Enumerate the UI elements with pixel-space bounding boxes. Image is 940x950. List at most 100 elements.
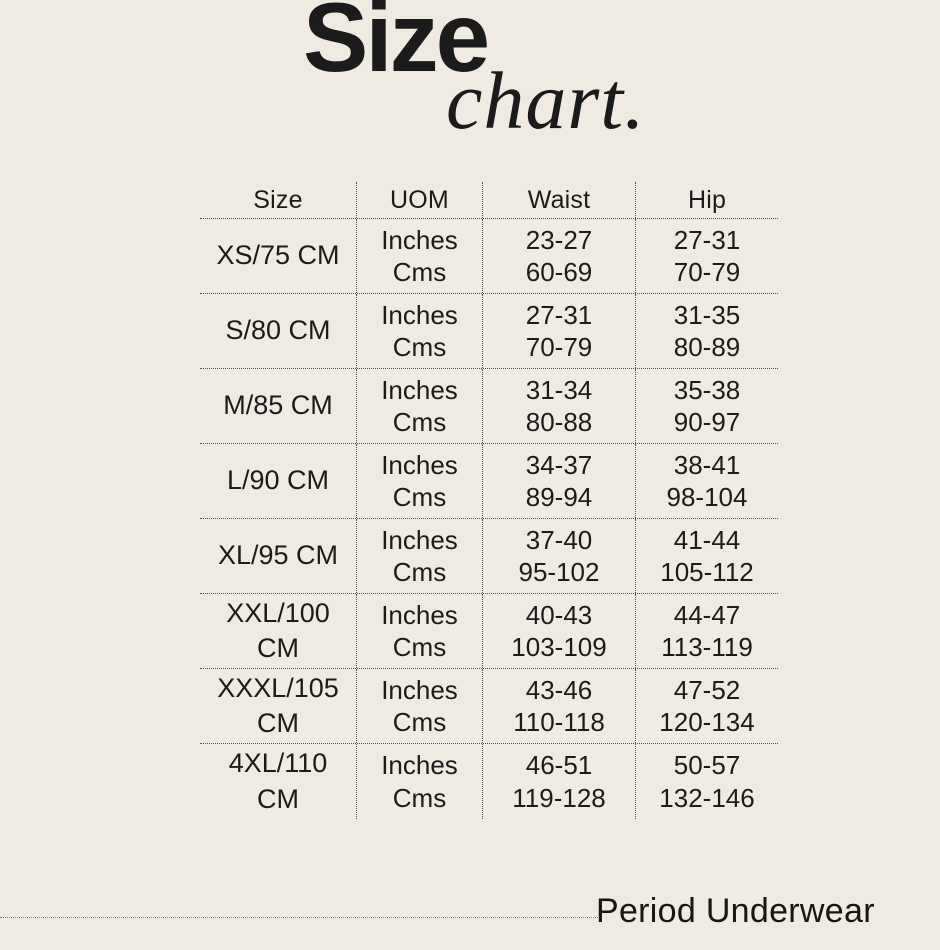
hip-inches: 35-38 (673, 374, 741, 405)
hip-inches: 41-44 (673, 524, 741, 555)
uom-cell: Inches Cms (356, 519, 482, 593)
page-title-script: chart. (446, 55, 646, 146)
hip-cell: 47-52 120-134 (635, 669, 778, 743)
table-row: 4XL/110 CM Inches Cms 46-51 119-128 50-5… (200, 744, 778, 819)
hip-cell: 35-38 90-97 (635, 369, 778, 443)
hip-cms: 70-79 (673, 257, 741, 287)
hip-cell: 41-44 105-112 (635, 519, 778, 593)
uom-cms: Cms (392, 782, 447, 813)
hip-cms: 120-134 (659, 707, 755, 737)
uom-cell: Inches Cms (356, 669, 482, 743)
uom-inches: Inches (381, 524, 458, 555)
waist-cell: 34-37 89-94 (482, 444, 635, 518)
waist-inches: 34-37 (525, 449, 593, 480)
waist-cell: 31-34 80-88 (482, 369, 635, 443)
uom-cell: Inches Cms (356, 219, 482, 293)
hip-cell: 31-35 80-89 (635, 294, 778, 368)
waist-cms: 80-88 (525, 407, 593, 437)
hip-cms: 105-112 (660, 557, 754, 587)
uom-inches: Inches (381, 750, 458, 781)
waist-cell: 37-40 95-102 (482, 519, 635, 593)
table-header-row: Size UOM Waist Hip (200, 182, 778, 219)
hip-cell: 27-31 70-79 (635, 219, 778, 293)
table-row: XL/95 CM Inches Cms 37-40 95-102 41-44 1… (200, 519, 778, 594)
uom-cms: Cms (392, 632, 447, 662)
waist-cell: 40-43 103-109 (482, 594, 635, 668)
hip-cell: 44-47 113-119 (635, 594, 778, 668)
table-row: XXL/100 CM Inches Cms 40-43 103-109 44-4… (200, 594, 778, 669)
waist-cell: 23-27 60-69 (482, 219, 635, 293)
uom-cms: Cms (392, 557, 447, 587)
hip-cell: 50-57 132-146 (635, 744, 778, 819)
page-title-main: Size (303, 0, 490, 92)
waist-cms: 89-94 (525, 482, 593, 512)
waist-inches: 46-51 (525, 750, 593, 781)
hip-cms: 98-104 (666, 482, 748, 512)
size-cell: 4XL/110 CM (228, 748, 328, 814)
table-row: XXXL/105 CM Inches Cms 43-46 110-118 47-… (200, 669, 778, 744)
hip-cms: 113-119 (661, 632, 753, 662)
uom-inches: Inches (381, 674, 458, 705)
hip-inches: 44-47 (673, 599, 741, 630)
hip-inches: 47-52 (673, 674, 741, 705)
uom-cms: Cms (392, 707, 447, 737)
waist-inches: 27-31 (525, 299, 593, 330)
table-body: XS/75 CM Inches Cms 23-27 60-69 27-31 70… (200, 219, 778, 819)
waist-cell: 46-51 119-128 (482, 744, 635, 819)
table-row: XS/75 CM Inches Cms 23-27 60-69 27-31 70… (200, 219, 778, 294)
size-chart-table: Size UOM Waist Hip XS/75 CM Inches Cms 2… (200, 182, 778, 819)
waist-cms: 70-79 (525, 332, 593, 362)
uom-cms: Cms (392, 332, 447, 362)
table-row: S/80 CM Inches Cms 27-31 70-79 31-35 80-… (200, 294, 778, 369)
table-row: M/85 CM Inches Cms 31-34 80-88 35-38 90-… (200, 369, 778, 444)
waist-cms: 103-109 (511, 632, 607, 662)
uom-cell: Inches Cms (356, 369, 482, 443)
hip-cms: 80-89 (673, 332, 741, 362)
uom-inches: Inches (381, 224, 458, 255)
uom-cms: Cms (392, 257, 447, 287)
size-cell: M/85 CM (223, 390, 333, 421)
hip-cell: 38-41 98-104 (635, 444, 778, 518)
size-cell: XXXL/105 CM (217, 672, 339, 738)
waist-cms: 95-102 (518, 557, 600, 587)
size-cell: S/80 CM (225, 315, 331, 346)
waist-inches: 43-46 (525, 674, 593, 705)
header-cell-size: Size (253, 185, 303, 214)
hip-inches: 50-57 (673, 750, 741, 781)
footer-rule (0, 917, 598, 918)
table-row: L/90 CM Inches Cms 34-37 89-94 38-41 98-… (200, 444, 778, 519)
uom-cell: Inches Cms (356, 594, 482, 668)
waist-cms: 60-69 (525, 257, 593, 287)
waist-inches: 31-34 (525, 374, 593, 405)
footer-product-label: Period Underwear (596, 892, 875, 930)
uom-cell: Inches Cms (356, 744, 482, 819)
uom-cell: Inches Cms (356, 294, 482, 368)
uom-inches: Inches (381, 449, 458, 480)
size-cell: L/90 CM (226, 465, 330, 496)
hip-inches: 31-35 (673, 299, 741, 330)
uom-cell: Inches Cms (356, 444, 482, 518)
uom-inches: Inches (381, 374, 458, 405)
hip-inches: 27-31 (673, 224, 741, 255)
header-cell-uom: UOM (356, 182, 482, 218)
header-cell-waist: Waist (482, 182, 635, 218)
waist-cell: 43-46 110-118 (482, 669, 635, 743)
header-cell-hip: Hip (635, 182, 778, 218)
waist-cms: 110-118 (513, 707, 605, 737)
hip-inches: 38-41 (673, 449, 741, 480)
size-cell: XXL/100 CM (226, 597, 330, 663)
size-cell: XS/75 CM (216, 240, 340, 271)
hip-cms: 132-146 (659, 782, 755, 813)
uom-inches: Inches (381, 299, 458, 330)
uom-cms: Cms (392, 482, 447, 512)
waist-cms: 119-128 (512, 782, 606, 813)
waist-cell: 27-31 70-79 (482, 294, 635, 368)
waist-inches: 23-27 (525, 224, 593, 255)
waist-inches: 37-40 (525, 524, 593, 555)
hip-cms: 90-97 (673, 407, 741, 437)
size-cell: XL/95 CM (217, 540, 339, 571)
uom-cms: Cms (392, 407, 447, 437)
uom-inches: Inches (381, 599, 458, 630)
waist-inches: 40-43 (525, 599, 593, 630)
